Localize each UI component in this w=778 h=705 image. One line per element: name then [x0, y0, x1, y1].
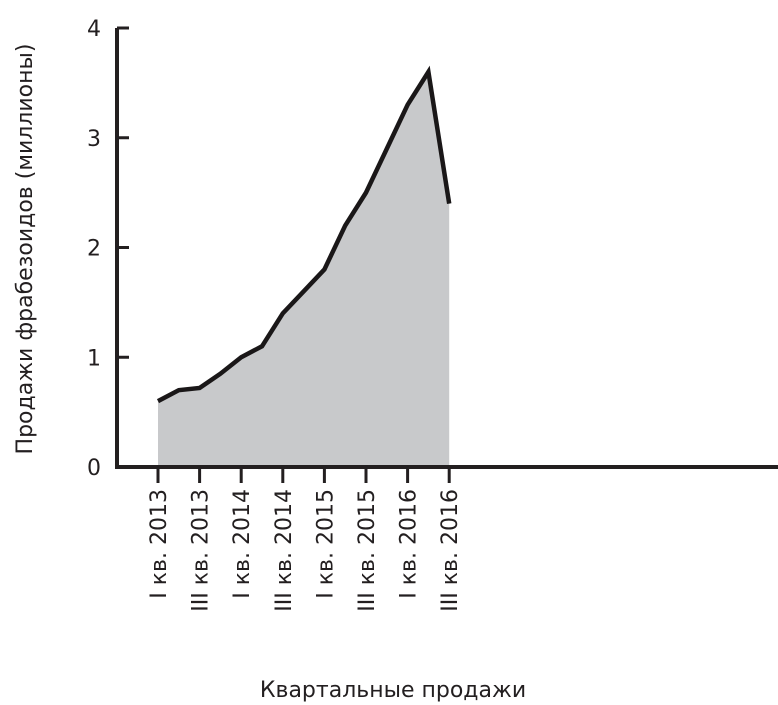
x-tick-label-2: III кв. 2013	[189, 489, 214, 612]
x-tick-label-6: III кв. 2015	[355, 489, 380, 612]
y-tick-label-3: 3	[87, 127, 101, 152]
x-axis-title: Квартальные продажи	[260, 678, 526, 703]
y-ticks: 0 1 2 3 4	[87, 17, 129, 481]
y-tick-label-4: 4	[87, 17, 101, 42]
area-fill	[158, 71, 450, 468]
x-tick-label-7: I кв. 2016	[397, 489, 422, 599]
x-tick-label-4: III кв. 2014	[272, 489, 297, 612]
y-tick-label-1: 1	[87, 346, 101, 371]
x-tick-label-3: I кв. 2014	[230, 489, 255, 599]
x-tick-label-5: I кв. 2015	[313, 489, 338, 599]
y-tick-label-2: 2	[87, 237, 101, 262]
y-axis-title: Продажи фрабезоидов (миллионы)	[13, 44, 38, 455]
x-ticks: I кв. 2013 III кв. 2013 I кв. 2014 III кв. …	[147, 467, 463, 612]
x-tick-label-1: I кв. 2013	[147, 489, 172, 599]
x-tick-label-8: III кв. 2016	[438, 489, 463, 612]
y-tick-label-0: 0	[87, 456, 101, 481]
area-layer	[156, 65, 452, 468]
